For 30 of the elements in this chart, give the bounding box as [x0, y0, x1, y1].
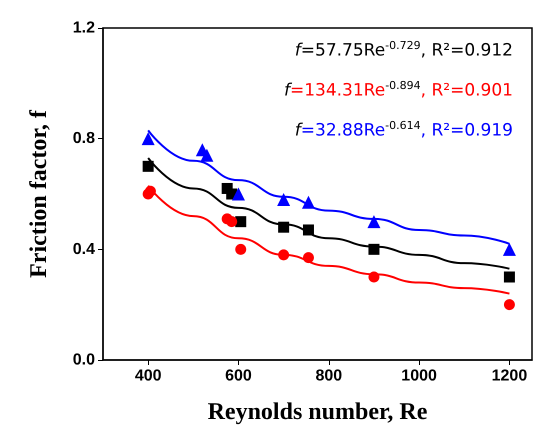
x-tick-label: 1200: [492, 368, 528, 384]
point: [235, 244, 246, 255]
point: [504, 272, 515, 282]
point: [504, 299, 515, 310]
point: [302, 252, 314, 264]
point: [200, 148, 214, 162]
point: [502, 242, 516, 256]
x-tick-label: 600: [225, 368, 252, 384]
x-tick-label: 400: [134, 368, 162, 384]
y-tick-label: 0.4: [72, 240, 96, 258]
point: [368, 244, 380, 255]
point: [367, 215, 380, 228]
point: [368, 272, 380, 282]
point: [302, 224, 314, 236]
point: [142, 132, 155, 146]
point: [232, 188, 245, 200]
x-tick-label: 1000: [401, 368, 438, 384]
point: [302, 196, 315, 209]
y-tick-label: 0.0: [72, 352, 96, 368]
point: [142, 160, 154, 172]
point: [278, 222, 290, 233]
y-tick-label: 1.2: [72, 20, 96, 36]
x-axis-title: Reynolds number, Re: [208, 399, 428, 425]
point: [144, 186, 156, 197]
x-tick-label: 800: [315, 368, 342, 384]
point: [278, 249, 290, 260]
point: [277, 193, 290, 206]
y-tick-label: 0.8: [72, 130, 96, 148]
point: [226, 216, 238, 228]
y-axis-title: Friction factor, f: [26, 109, 52, 278]
